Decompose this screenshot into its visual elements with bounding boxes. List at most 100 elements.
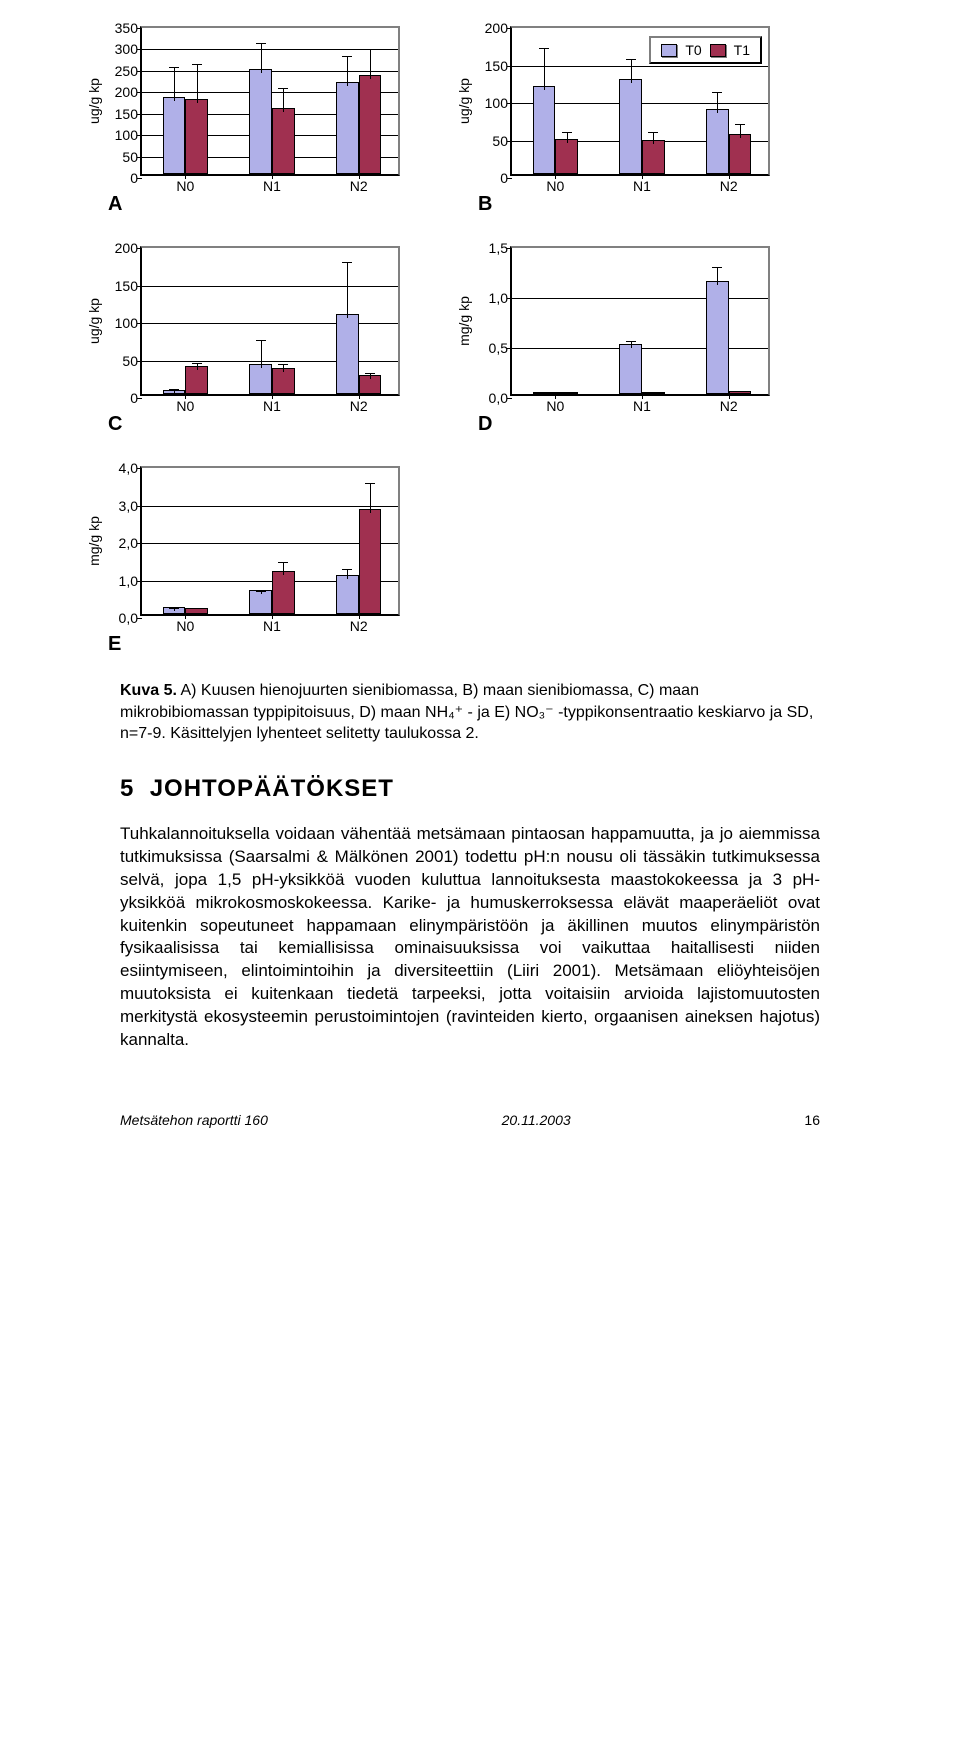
error-cap xyxy=(169,608,179,609)
error-cap xyxy=(169,67,179,68)
xtick-label: N2 xyxy=(720,394,738,414)
gridline xyxy=(512,298,768,299)
bar xyxy=(619,79,642,174)
error-cap xyxy=(278,88,288,89)
error-bar xyxy=(347,569,348,578)
y-axis-title: mg/g kp xyxy=(86,516,102,566)
ytick-label: 0,0 xyxy=(489,390,512,406)
ytick-label: 200 xyxy=(485,20,512,36)
bar xyxy=(729,391,752,394)
bar xyxy=(185,608,208,614)
ytick-label: 50 xyxy=(122,149,142,165)
gridline xyxy=(512,66,768,67)
y-axis-title: ug/g kp xyxy=(86,78,102,124)
chart-row-3: 0,01,02,03,04,0N0N1N2mg/g kp E xyxy=(80,460,880,650)
ytick-label: 150 xyxy=(115,106,142,122)
error-bar xyxy=(631,59,632,83)
ytick-label: 150 xyxy=(485,58,512,74)
ytick-label: 1,0 xyxy=(119,573,142,589)
chart-A-wrap: 050100150200250300350N0N1N2ug/g kp A xyxy=(80,20,410,210)
body-paragraph: Tuhkalannoituksella voidaan vähentää met… xyxy=(120,823,820,1052)
plot-area: 050100150200N0N1N2 xyxy=(140,246,400,396)
chart-C-letter: C xyxy=(108,413,122,436)
error-bar xyxy=(544,48,545,89)
error-cap xyxy=(256,591,266,592)
ytick-label: 0 xyxy=(500,170,512,186)
xtick-label: N2 xyxy=(350,394,368,414)
error-bar xyxy=(283,562,284,575)
error-cap xyxy=(342,262,352,263)
ytick-label: 300 xyxy=(115,41,142,57)
xtick-label: N0 xyxy=(546,394,564,414)
plot-area: 050100150200250300350N0N1N2 xyxy=(140,26,400,176)
error-cap xyxy=(562,132,572,133)
ytick-label: 50 xyxy=(492,133,512,149)
footer-center: 20.11.2003 xyxy=(268,1112,805,1128)
chart-B: 050100150200N0N1N2T0T1ug/g kp xyxy=(450,20,780,210)
legend-swatch xyxy=(661,44,677,57)
xtick-label: N2 xyxy=(720,174,738,194)
error-cap xyxy=(626,341,636,342)
xtick-label: N1 xyxy=(633,174,651,194)
error-bar xyxy=(283,364,284,372)
xtick-label: N0 xyxy=(176,614,194,634)
page: 050100150200250300350N0N1N2ug/g kp A 050… xyxy=(0,0,960,1158)
ytick-label: 100 xyxy=(115,315,142,331)
xtick-label: N1 xyxy=(263,394,281,414)
ytick-label: 1,0 xyxy=(489,290,512,306)
error-cap xyxy=(169,389,179,390)
gridline xyxy=(142,49,398,50)
chart-B-wrap: 050100150200N0N1N2T0T1ug/g kp B xyxy=(450,20,780,210)
bar xyxy=(272,108,295,174)
error-cap xyxy=(626,59,636,60)
error-bar xyxy=(347,262,348,318)
bar xyxy=(163,97,186,174)
chart-E: 0,01,02,03,04,0N0N1N2 mg/g kp xyxy=(80,460,410,650)
ytick-label: 150 xyxy=(115,278,142,294)
caption-text: A) Kuusen hienojuurten sienibiomassa, B)… xyxy=(120,682,813,742)
bar xyxy=(185,99,208,174)
ytick-label: 0 xyxy=(130,170,142,186)
plot-area: 0,00,51,01,5N0N1N2 xyxy=(510,246,770,396)
xtick-label: N2 xyxy=(350,174,368,194)
plot-area: 0,01,02,03,04,0N0N1N2 xyxy=(140,466,400,616)
chart-B-letter: B xyxy=(478,193,492,216)
ytick-label: 0 xyxy=(130,390,142,406)
gridline xyxy=(142,361,398,362)
error-cap xyxy=(712,92,722,93)
chart-D-wrap: 0,00,51,01,5N0N1N2mg/g kp D xyxy=(450,240,780,430)
chart-row-2: 050100150200N0N1N2ug/g kp C 0,00,51,01,5… xyxy=(80,240,880,430)
section-heading: 5 JOHTOPÄÄTÖKSET xyxy=(120,775,880,803)
error-cap xyxy=(539,48,549,49)
error-cap xyxy=(278,364,288,365)
error-bar xyxy=(717,267,718,285)
error-bar xyxy=(197,64,198,103)
ytick-label: 200 xyxy=(115,240,142,256)
y-axis-title: ug/g kp xyxy=(456,78,472,124)
bar xyxy=(619,344,642,394)
error-cap xyxy=(365,483,375,484)
error-cap xyxy=(278,562,288,563)
error-bar xyxy=(631,341,632,348)
ytick-label: 0,5 xyxy=(489,340,512,356)
legend-swatch xyxy=(710,44,726,57)
xtick-label: N1 xyxy=(263,614,281,634)
ytick-label: 1,5 xyxy=(489,240,512,256)
chart-row-1: 050100150200250300350N0N1N2ug/g kp A 050… xyxy=(80,20,880,210)
bar xyxy=(249,364,272,394)
footer-page-number: 16 xyxy=(804,1112,820,1128)
error-bar xyxy=(717,92,718,113)
legend-label: T0 xyxy=(685,42,701,58)
ytick-label: 0,0 xyxy=(119,610,142,626)
bar xyxy=(272,571,295,614)
xtick-label: N1 xyxy=(633,394,651,414)
error-cap xyxy=(365,49,375,50)
xtick-label: N0 xyxy=(176,394,194,414)
error-cap xyxy=(539,395,549,396)
xtick-label: N1 xyxy=(263,174,281,194)
ytick-label: 50 xyxy=(122,353,142,369)
error-bar xyxy=(347,56,348,86)
legend-label: T1 xyxy=(734,42,750,58)
error-bar xyxy=(370,49,371,79)
bar xyxy=(706,109,729,174)
